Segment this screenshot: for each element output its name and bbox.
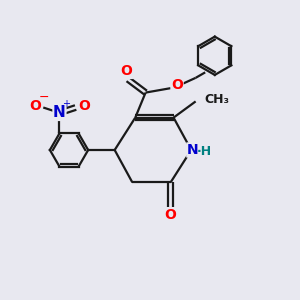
Text: O: O	[29, 99, 41, 113]
Text: O: O	[171, 78, 183, 92]
Text: +: +	[62, 99, 70, 109]
Text: O: O	[121, 64, 132, 78]
Text: CH₃: CH₃	[205, 93, 230, 106]
Text: N: N	[53, 105, 66, 120]
Text: ·H: ·H	[197, 145, 212, 158]
Text: N: N	[187, 143, 199, 157]
Text: O: O	[78, 99, 90, 113]
Text: −: −	[39, 91, 49, 104]
Text: O: O	[165, 208, 176, 222]
